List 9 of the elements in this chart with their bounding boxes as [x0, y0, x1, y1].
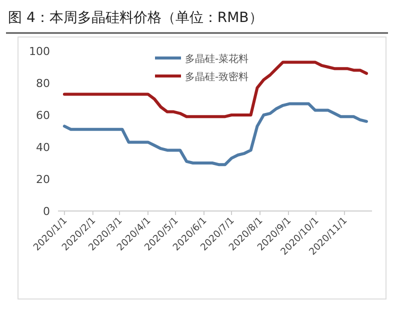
legend-label: 多晶硅-菜花料 [185, 53, 249, 65]
y-tick-label: 20 [36, 173, 50, 186]
y-tick-label: 100 [29, 45, 50, 58]
y-tick-label: 60 [36, 109, 50, 122]
y-tick-label: 40 [36, 141, 50, 154]
legend-label: 多晶硅-致密料 [185, 71, 249, 83]
y-tick-label: 0 [43, 205, 50, 218]
title: 图 4：本周多晶硅料价格（单位：RMB） [8, 10, 263, 26]
y-tick-label: 80 [36, 77, 50, 90]
